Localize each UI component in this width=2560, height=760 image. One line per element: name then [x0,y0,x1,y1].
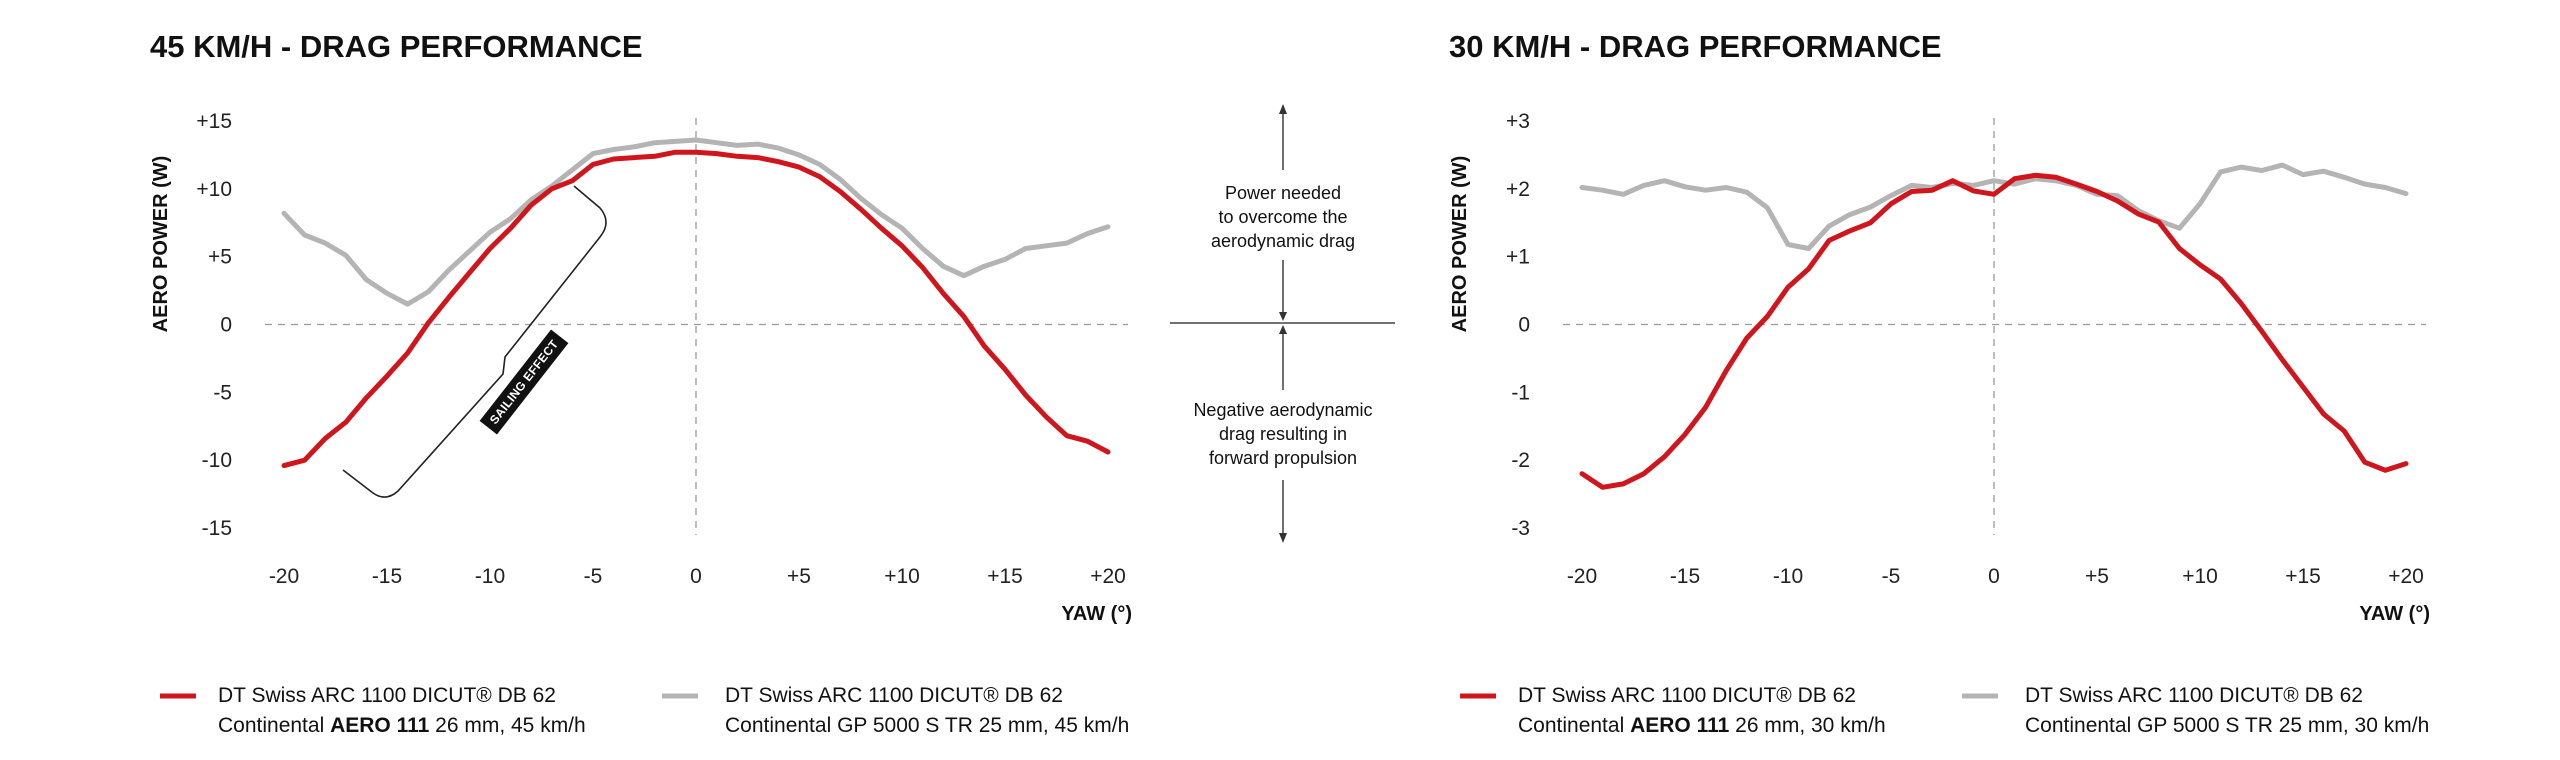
x-tick-label: 0 [690,565,702,588]
y-axis-label: AERO POWER (W) [150,156,172,333]
y-tick-label: -10 [202,449,232,472]
y-tick-label: -5 [213,381,232,404]
legend-45kmh: DT Swiss ARC 1100 DICUT® DB 62 Continent… [160,684,1129,737]
y-tick-label: -2 [1511,449,1530,472]
series-lines [281,137,1111,469]
legend-entry-gray: DT Swiss ARC 1100 DICUT® DB 62 Continent… [662,684,1129,737]
x-axis-label: YAW (°) [1061,603,1132,625]
y-tick-label: +5 [208,246,232,269]
x-tick-labels: -20 -15 -10 -5 0 +5 +10 +15 +20 [269,565,1126,588]
y-axis-label: AERO POWER (W) [1449,156,1471,333]
series-line-aero111 [281,149,1111,469]
legend-line1: DT Swiss ARC 1100 DICUT® DB 62 [2025,684,2363,707]
x-tick-label: +20 [1090,565,1126,588]
series-line-gp5000 [281,137,1111,307]
explainer-negative-bg [1180,390,1386,480]
y-tick-labels: +15 +10 +5 0 -5 -10 -15 [196,110,232,540]
y-tick-label: +2 [1506,178,1530,201]
x-tick-label: +15 [987,565,1023,588]
y-tick-label: 0 [1518,314,1530,337]
x-tick-label: +15 [2285,565,2321,588]
explainer-negative-line1: Negative aerodynamic [1193,400,1372,420]
legend-line2: Continental GP 5000 S TR 25 mm, 30 km/h [2025,714,2429,737]
y-tick-labels: +3 +2 +1 0 -1 -2 -3 [1506,110,1530,540]
y-tick-label: +15 [196,110,232,133]
chart-45kmh: 45 KM/H - DRAG PERFORMANCE AERO POWER (W… [150,29,1132,625]
zero-lines [265,118,1128,535]
series-lines [1579,162,2409,490]
series-line-gp5000 [1579,162,2409,251]
y-tick-label: +3 [1506,110,1530,133]
x-tick-label: -5 [1882,565,1901,588]
x-tick-label: -15 [1670,565,1700,588]
y-tick-label: -3 [1511,517,1530,540]
explainer-positive-line1: Power needed [1225,183,1341,203]
sailing-effect-annotation: SAILING EFFECT [342,185,607,498]
y-tick-label: +10 [196,178,232,201]
legend-line2: Continental GP 5000 S TR 25 mm, 45 km/h [725,714,1129,737]
sailing-effect-bracket [342,185,607,498]
sailing-effect-label-box [479,329,569,435]
explainer-up-arrowhead-zero [1279,325,1287,334]
legend-entry-red: DT Swiss ARC 1100 DICUT® DB 62 Continent… [160,684,586,737]
x-tick-label: 0 [1988,565,2000,588]
chart-30kmh: 30 KM/H - DRAG PERFORMANCE AERO POWER (W… [1449,29,2430,625]
explainer-positive-bg [1185,170,1381,260]
x-tick-label: +5 [2085,565,2109,588]
x-tick-label: +20 [2388,565,2424,588]
legend-line2: Continental AERO 111 26 mm, 30 km/h [1518,714,1886,737]
y-tick-label: +1 [1506,246,1530,269]
series-line-aero111 [1579,172,2409,490]
zero-lines [1563,118,2426,535]
legend-entry-red: DT Swiss ARC 1100 DICUT® DB 62 Continent… [1460,684,1886,737]
x-tick-labels: -20 -15 -10 -5 0 +5 +10 +15 +20 [1567,565,2424,588]
explainer-down-arrowhead-zero [1279,312,1287,321]
legend-line2: Continental AERO 111 26 mm, 45 km/h [218,714,586,737]
legend-line1: DT Swiss ARC 1100 DICUT® DB 62 [725,684,1063,707]
x-tick-label: -10 [1773,565,1803,588]
legend-entry-gray: DT Swiss ARC 1100 DICUT® DB 62 Continent… [1962,684,2429,737]
explainer-diagram: Power needed to overcome the aerodynamic… [1170,104,1395,543]
y-tick-label: -15 [202,517,232,540]
explainer-positive-line3: aerodynamic drag [1211,231,1355,251]
x-tick-label: -20 [1567,565,1597,588]
explainer-up-arrowhead-top [1279,104,1287,114]
explainer-negative-line3: forward propulsion [1209,448,1357,468]
x-tick-label: -20 [269,565,299,588]
sailing-effect-label: SAILING EFFECT [487,337,562,427]
y-tick-label: 0 [220,314,232,337]
y-tick-label: -1 [1511,381,1530,404]
chart-title: 30 KM/H - DRAG PERFORMANCE [1449,29,1942,64]
legend-30kmh: DT Swiss ARC 1100 DICUT® DB 62 Continent… [1460,684,2429,737]
x-axis-label: YAW (°) [2359,603,2430,625]
x-tick-label: +10 [2182,565,2218,588]
x-tick-label: -5 [584,565,603,588]
x-tick-label: -10 [475,565,505,588]
explainer-negative-line2: drag resulting in [1219,424,1347,444]
chart-title: 45 KM/H - DRAG PERFORMANCE [150,29,643,64]
explainer-down-arrowhead-bottom [1279,533,1287,543]
x-tick-label: +10 [884,565,920,588]
legend-line1: DT Swiss ARC 1100 DICUT® DB 62 [218,684,556,707]
x-tick-label: +5 [787,565,811,588]
x-tick-label: -15 [372,565,402,588]
legend-line1: DT Swiss ARC 1100 DICUT® DB 62 [1518,684,1856,707]
explainer-positive-line2: to overcome the [1218,207,1347,227]
